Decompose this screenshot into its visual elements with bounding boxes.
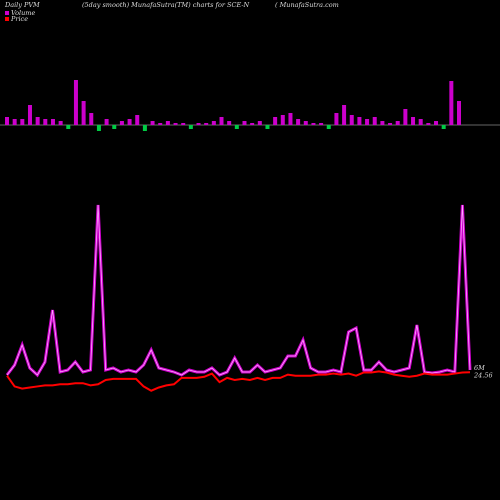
bar [250,123,255,125]
bar [96,125,101,131]
bar [196,123,201,125]
bar [150,121,155,125]
bar [158,123,163,125]
bar [219,117,224,125]
bar [380,121,385,125]
bar [349,115,354,125]
bar [326,125,331,129]
bar [273,117,278,125]
chart-title: (5day smooth) MunafaSutra(TM) charts for… [82,1,250,9]
bar [104,119,109,125]
bar [142,125,147,131]
bar [403,109,408,125]
bar [127,119,132,125]
bar [20,119,25,125]
chart-label: Daily PVM [4,1,40,9]
bar [411,117,416,125]
bar [211,121,216,125]
bar [43,119,48,125]
legend-swatch [5,11,9,15]
bar [434,121,439,125]
bar [334,113,339,125]
volume-line-highlight [6,204,471,376]
bar [288,113,293,125]
bar [89,113,94,125]
bar [50,119,55,125]
bar [112,125,117,129]
bar [173,123,178,125]
bar [441,125,446,129]
bar [296,119,301,125]
bar [234,125,239,129]
chart-source: ( MunafaSutra.com [275,1,339,9]
bar [12,119,17,125]
bar [319,123,324,125]
price-line [6,370,471,392]
bar [181,123,186,125]
bar [58,121,63,125]
bar [204,123,209,125]
bar [73,80,78,125]
bar [188,125,193,129]
bar [242,121,247,125]
bar [388,123,393,125]
bar [165,121,170,125]
bar [365,119,370,125]
bar [426,123,431,125]
bar [280,115,285,125]
bar [27,105,32,125]
bar [418,119,423,125]
bar [257,121,262,125]
volume-end-label: 6M [474,364,485,372]
bar [119,121,124,125]
legend-label: Price [10,15,28,23]
bar [265,125,270,129]
bar [342,105,347,125]
legend-label: Volume [11,9,35,17]
bar [395,121,400,125]
bar [135,115,140,125]
bar [357,117,362,125]
bar [35,117,40,125]
legend-swatch [5,17,9,21]
bar [303,121,308,125]
price-end-label: 24.56 [473,371,493,379]
bar [457,101,461,125]
bar [81,101,86,125]
bar [66,125,71,129]
bar [449,81,454,125]
bar [311,123,316,125]
bar [5,117,9,125]
bar [372,117,377,125]
bar [227,121,232,125]
